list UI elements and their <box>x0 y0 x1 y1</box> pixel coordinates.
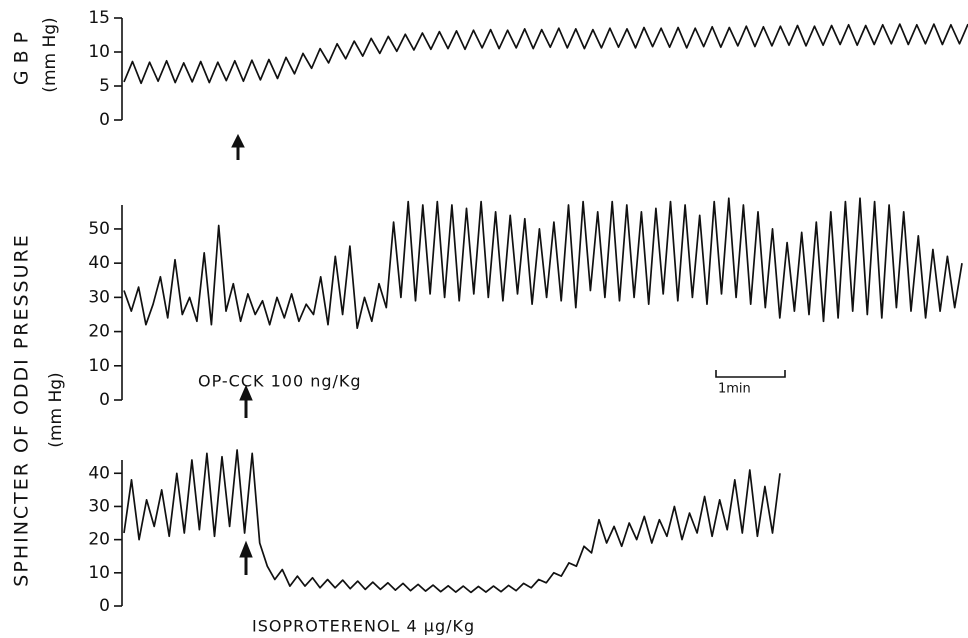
y-tick-label: 10 <box>88 42 110 62</box>
y-tick-label: 40 <box>88 253 110 273</box>
y-tick-label: 10 <box>88 356 110 376</box>
trace <box>123 197 963 330</box>
trace <box>123 449 781 594</box>
y-tick-label: 10 <box>88 563 110 583</box>
y-tick-label: 30 <box>88 287 110 307</box>
y-tick-label: 20 <box>88 322 110 342</box>
y-tick-label: 30 <box>88 496 110 516</box>
y-tick-label: 15 <box>88 8 110 28</box>
y-label: GBP <box>11 25 33 85</box>
y-unit: (mm Hg) <box>40 17 60 92</box>
y-tick-label: 50 <box>88 219 110 239</box>
y-tick-label: 0 <box>99 110 110 130</box>
y-tick-label: 40 <box>88 463 110 483</box>
y-unit: (mm Hg) <box>46 372 66 447</box>
trace <box>123 23 968 85</box>
annotation: ISOPROTERENOL 4 μg/Kg <box>252 617 475 636</box>
annotation: OP-CCK 100 ng/Kg <box>198 372 362 391</box>
y-tick-label: 5 <box>99 76 110 96</box>
y-tick-label: 0 <box>99 390 110 410</box>
y-tick-label: 20 <box>88 530 110 550</box>
arrow <box>231 133 253 575</box>
y-label: SPHINCTER OF ODDI PRESSURE <box>11 233 33 586</box>
y-tick-label: 0 <box>99 596 110 616</box>
scale-bar <box>715 370 786 378</box>
scale-bar-label: 1min <box>718 382 751 397</box>
